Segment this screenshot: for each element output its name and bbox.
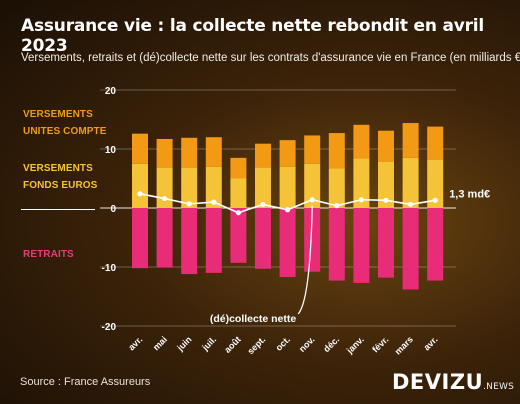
bar-fonds-euros <box>156 167 173 208</box>
bar-fonds-euros <box>132 163 148 208</box>
bar-unites-compte <box>279 140 296 167</box>
collecte-nette-point <box>408 201 414 208</box>
x-tick-label: juil. <box>199 334 218 353</box>
legend-retraits: RETRAITS <box>23 249 74 260</box>
bar-retraits <box>255 208 271 269</box>
y-tick-label: 20 <box>105 86 117 97</box>
bar-fonds-euros <box>181 167 198 208</box>
bar-unites-compte <box>402 123 419 158</box>
bar-retraits <box>328 208 345 281</box>
legend-versements-fonds-euros: VERSEMENTS FONDS EUROS <box>23 160 97 194</box>
collecte-nette-point <box>162 195 168 202</box>
collecte-nette-point <box>186 201 192 207</box>
brand-logo: DEVIZU.NEWS <box>392 370 514 394</box>
bar-unites-compte <box>427 126 444 160</box>
brand-suffix: .NEWS <box>483 382 515 392</box>
bar-retraits <box>279 208 296 278</box>
x-tick-label: janv. <box>344 334 366 356</box>
bar-fonds-euros <box>279 166 296 208</box>
bar-fonds-euros <box>255 167 271 208</box>
bar-retraits <box>304 208 321 272</box>
bar-retraits <box>353 208 370 283</box>
x-tick-label: sept. <box>245 334 267 356</box>
x-tick-label: déc. <box>321 334 341 354</box>
bar-retraits <box>205 208 222 273</box>
bar-retraits <box>402 208 419 290</box>
chart-title: Assurance vie : la collecte nette rebond… <box>21 16 485 56</box>
legend-uc-line2: UNITES COMPTE <box>23 126 107 137</box>
bar-retraits <box>378 208 394 278</box>
bar-retraits <box>181 208 198 275</box>
collecte-nette-point <box>211 199 217 205</box>
bar-unites-compte <box>181 137 198 168</box>
bar-fonds-euros <box>230 178 247 208</box>
collecte-nette-point <box>309 197 315 203</box>
bar-unites-compte <box>255 143 271 168</box>
bar-retraits <box>427 208 444 281</box>
y-tick-label: 0 <box>110 204 116 215</box>
bar-fonds-euros <box>304 163 321 208</box>
collecte-nette-point <box>235 210 241 216</box>
bar-retraits <box>230 208 247 263</box>
y-tick-label: -20 <box>102 322 117 333</box>
last-value-label: 1,3 md€ <box>449 188 490 200</box>
collecte-nette-point <box>137 191 143 197</box>
x-tick-label: nov. <box>297 334 317 354</box>
x-tick-label: juin <box>175 334 194 353</box>
collecte-nette-point <box>285 207 291 213</box>
bar-unites-compte <box>205 137 222 167</box>
x-tick-label: août <box>222 334 243 355</box>
legend-uc-line1: VERSEMENTS <box>23 109 93 120</box>
x-tick-label: avr. <box>126 334 144 352</box>
bar-retraits <box>132 208 148 269</box>
legend-collecte-line <box>21 209 95 210</box>
collecte-nette-point <box>358 197 364 203</box>
bar-unites-compte <box>132 133 148 164</box>
x-tick-label: mars <box>393 334 415 356</box>
collecte-nette-point <box>260 201 266 208</box>
bar-unites-compte <box>304 135 321 164</box>
legend-fe-line1: VERSEMENTS <box>23 163 93 174</box>
x-tick-label: avr. <box>422 334 440 352</box>
y-tick-label: 10 <box>105 145 117 156</box>
bar-unites-compte <box>230 157 247 179</box>
bar-fonds-euros <box>378 161 394 208</box>
bar-fonds-euros <box>353 158 370 208</box>
x-tick-label: mai <box>151 334 169 352</box>
chart-subtitle: Versements, retraits et (dé)collecte net… <box>21 52 520 64</box>
bar-fonds-euros <box>205 166 222 208</box>
brand-name: DEVIZU <box>392 370 484 394</box>
bar-fonds-euros <box>427 159 444 208</box>
bar-unites-compte <box>353 124 370 159</box>
bar-unites-compte <box>378 130 394 162</box>
line-label-pointer <box>297 205 313 315</box>
bar-retraits <box>156 208 173 268</box>
y-tick-label: -10 <box>102 263 117 274</box>
source-note: Source : France Assureurs <box>20 376 151 388</box>
collecte-nette-point <box>432 197 438 203</box>
legend-fe-line2: FONDS EUROS <box>23 180 98 191</box>
collecte-line-label: (dé)collecte nette <box>210 313 297 325</box>
bar-unites-compte <box>156 138 173 168</box>
x-tick-label: oct. <box>274 334 292 352</box>
bar-fonds-euros <box>328 168 345 208</box>
legend-versements-uc: VERSEMENTS UNITES COMPTE <box>23 106 107 140</box>
bar-fonds-euros <box>402 157 419 208</box>
x-tick-label: févr. <box>370 334 390 354</box>
bar-unites-compte <box>328 133 345 169</box>
collecte-nette-point <box>383 197 389 203</box>
collecte-nette-point <box>334 203 340 209</box>
